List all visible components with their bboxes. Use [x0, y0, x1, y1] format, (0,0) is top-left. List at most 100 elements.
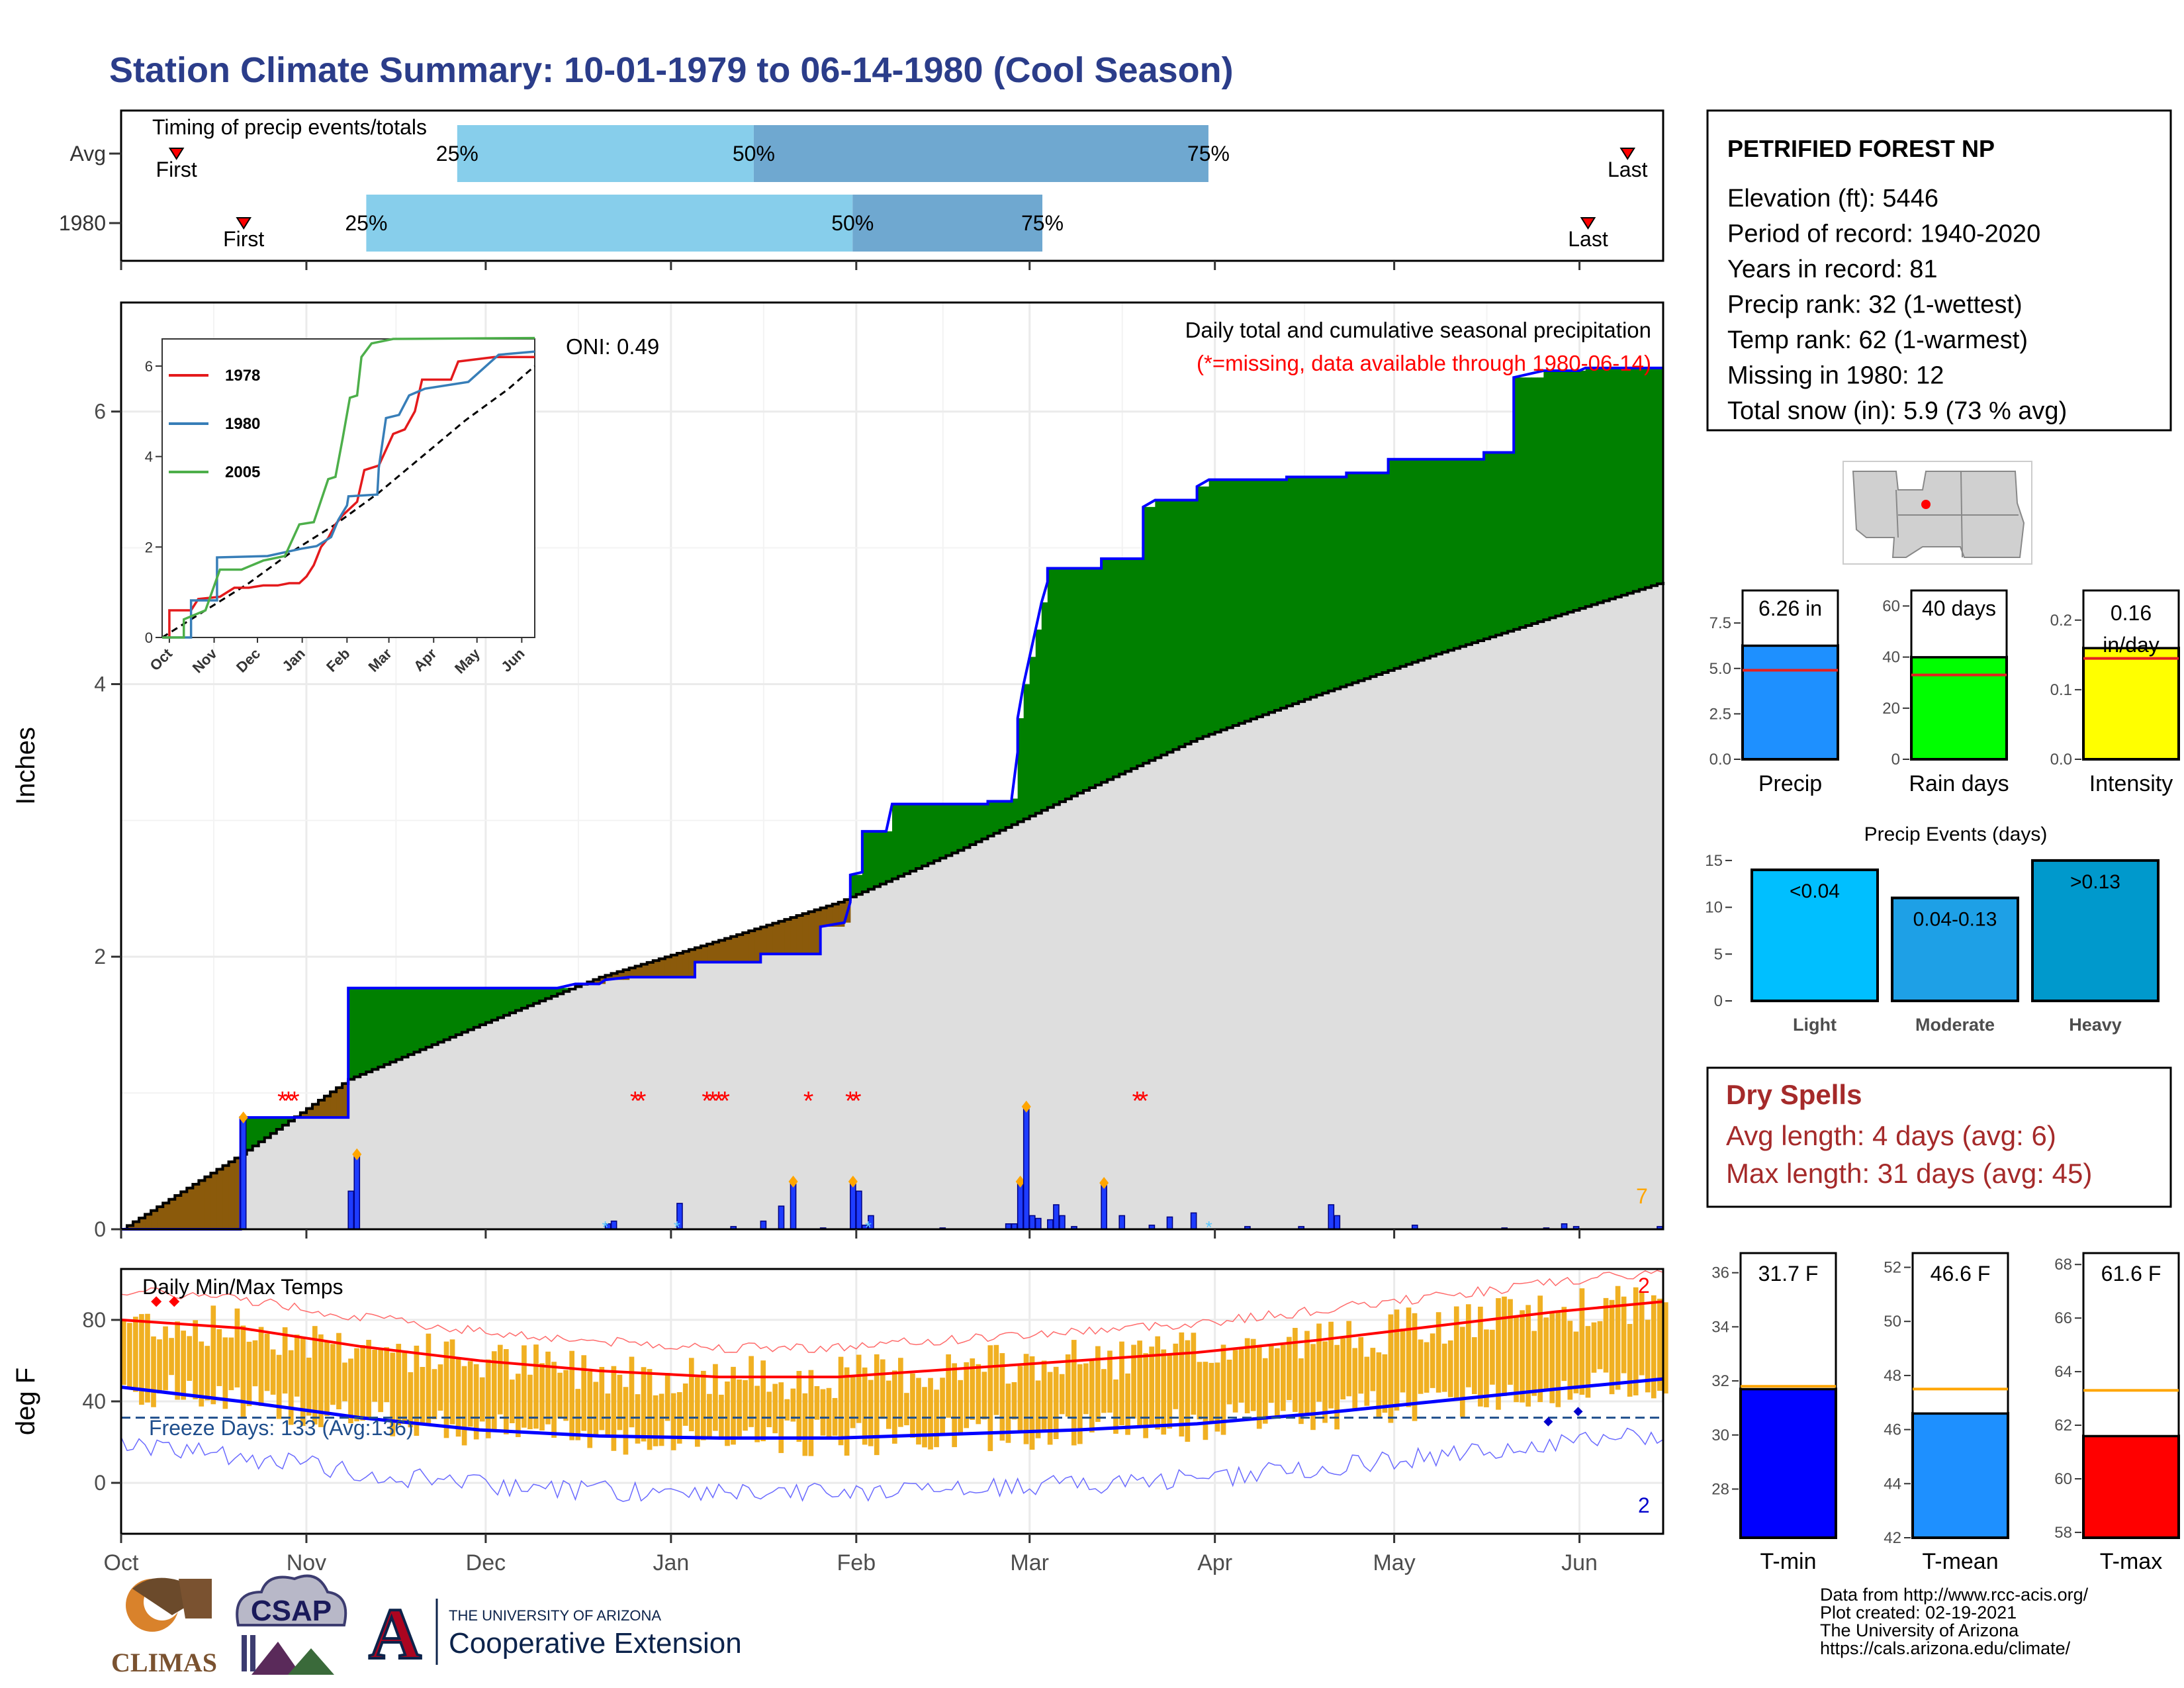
- daily-precip-bar: [1047, 1219, 1054, 1230]
- above-average-fill: [539, 988, 546, 1002]
- above-average-fill: [904, 804, 911, 874]
- ua-small-text: THE UNIVERSITY OF ARIZONA: [449, 1607, 661, 1624]
- dry-spells-avg: Avg length: 4 days (avg: 6): [1726, 1120, 2056, 1151]
- above-average-fill: [856, 874, 863, 895]
- above-average-fill: [1370, 473, 1377, 677]
- intensity-bar: [2082, 646, 2180, 761]
- tmin-value-box: [1739, 1252, 1837, 1390]
- above-average-fill: [1107, 559, 1114, 780]
- daily-temp-range-bar: [1035, 1380, 1041, 1438]
- below-average-fill: [216, 1169, 224, 1229]
- daily-temp-range-bar: [814, 1385, 820, 1420]
- above-average-fill: [348, 988, 355, 1080]
- daily-temp-range-bar: [999, 1353, 1005, 1441]
- daily-precip-bar: [353, 1154, 361, 1230]
- summary-bar-y-tick-label: 20: [1882, 700, 1900, 718]
- last-event-label: Last: [1608, 158, 1648, 181]
- daily-temp-range-bar: [946, 1354, 951, 1418]
- timing-row-label: Avg: [69, 142, 106, 165]
- events-bar-moderate: [1891, 896, 2019, 1003]
- daily-temp-range-bar: [282, 1327, 288, 1394]
- above-average-fill: [1035, 630, 1042, 814]
- daily-temp-range-bar: [1281, 1344, 1286, 1411]
- daily-precip-bar: [1017, 1181, 1024, 1230]
- above-average-fill: [276, 1117, 283, 1130]
- last-event-marker: [1619, 148, 1636, 160]
- freeze-days-label: Freeze Days: 133 (Avg:136): [149, 1416, 414, 1440]
- above-average-fill: [533, 988, 540, 1004]
- daily-temp-range-bar: [455, 1358, 461, 1437]
- above-average-fill: [1161, 500, 1168, 755]
- daily-precip-bar: [1034, 1217, 1042, 1230]
- daily-precip-bar: [856, 1190, 862, 1230]
- daily-temp-range-bar: [605, 1393, 611, 1437]
- daily-temp-range-bar: [737, 1379, 742, 1436]
- daily-temp-range-bar: [234, 1308, 240, 1387]
- daily-temp-range-bar: [1023, 1354, 1029, 1444]
- above-average-fill: [1406, 459, 1413, 665]
- above-average-fill: [1549, 370, 1557, 618]
- above-average-fill: [252, 1117, 259, 1147]
- daily-temp-range-bar: [372, 1349, 377, 1402]
- above-average-fill: [1496, 452, 1502, 635]
- events-y-tick-label: 15: [1705, 852, 1723, 870]
- above-average-fill: [958, 804, 964, 851]
- below-average-fill: [181, 1192, 187, 1229]
- above-average-fill: [1358, 473, 1365, 681]
- daily-temp-range-bar: [1621, 1296, 1627, 1374]
- daily-temp-range-bar: [1185, 1340, 1191, 1442]
- daily-temp-range-bar: [1645, 1319, 1651, 1393]
- below-average-fill: [766, 925, 773, 955]
- daily-temp-range-bar: [516, 1374, 521, 1438]
- above-average-fill: [384, 988, 390, 1065]
- daily-precip-bar: [790, 1181, 797, 1230]
- daily-temp-range-bar: [1179, 1332, 1185, 1437]
- heavy-event-marker: [848, 1175, 858, 1188]
- below-average-fill: [754, 929, 761, 962]
- daily-temp-range-bar: [754, 1385, 760, 1442]
- below-average-fill: [169, 1199, 175, 1229]
- above-average-fill: [1621, 367, 1628, 596]
- above-average-fill: [952, 804, 958, 853]
- daily-temp-range-bar: [1077, 1364, 1083, 1444]
- above-average-fill: [264, 1117, 271, 1138]
- above-average-fill: [443, 988, 451, 1040]
- daily-temp-range-bar: [1155, 1336, 1161, 1430]
- below-average-fill: [670, 955, 678, 978]
- daily-temp-range-bar: [1149, 1346, 1155, 1425]
- daily-temp-range-bar: [1304, 1331, 1310, 1415]
- above-average-fill: [1125, 559, 1132, 772]
- daily-temp-range-bar: [694, 1377, 700, 1447]
- summary-bar-y-tick-label: 0.0: [1709, 751, 1731, 769]
- daily-temp-range-bar: [354, 1348, 359, 1422]
- above-average-fill: [1555, 370, 1563, 616]
- daily-temp-range-bar: [964, 1362, 970, 1429]
- daily-temp-range-bar: [1441, 1343, 1447, 1392]
- daily-temp-range-bar: [390, 1352, 396, 1436]
- month-tick-label: Dec: [466, 1550, 506, 1575]
- below-average-fill: [647, 962, 654, 978]
- daily-temp-range-bar: [1065, 1354, 1071, 1417]
- average-cumulative-area: [121, 582, 1663, 1229]
- timing-title: Timing of precip events/totals: [152, 115, 427, 139]
- daily-temp-range-bar: [1490, 1329, 1495, 1385]
- precip-value-label: 6.26 in: [1758, 596, 1822, 620]
- temp-bar-y-tick-label: 42: [1884, 1529, 1901, 1547]
- daily-temp-range-bar: [743, 1380, 748, 1431]
- below-average-fill: [300, 1112, 307, 1118]
- above-average-fill: [1113, 559, 1120, 777]
- tmax-bar: [2082, 1434, 2180, 1540]
- below-average-fill: [151, 1210, 158, 1229]
- daily-temp-range-bar: [133, 1317, 138, 1392]
- above-average-fill: [414, 988, 421, 1053]
- above-average-fill: [1472, 459, 1479, 643]
- daily-temp-range-bar: [1597, 1321, 1603, 1370]
- footer-credits: Data from http://www.rcc-acis.org/Plot c…: [1820, 1585, 2089, 1658]
- below-average-fill: [814, 910, 821, 955]
- daily-temp-range-bar: [318, 1334, 324, 1427]
- daily-temp-range-bar: [139, 1314, 144, 1405]
- above-average-fill: [1609, 367, 1616, 599]
- daily-temp-range-bar: [641, 1367, 647, 1442]
- daily-temp-range-bar: [306, 1357, 312, 1416]
- above-average-fill: [1256, 479, 1263, 717]
